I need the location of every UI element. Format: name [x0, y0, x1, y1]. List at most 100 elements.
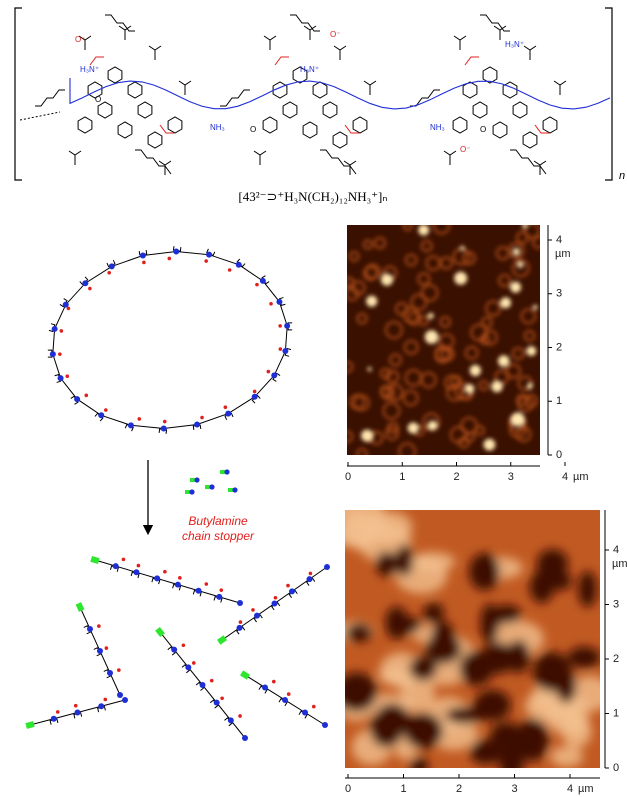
atom-label: NH₃	[210, 123, 225, 132]
pore	[345, 624, 372, 643]
carboxylate	[200, 416, 204, 420]
x-unit: µm	[573, 471, 589, 483]
amine-end	[237, 600, 243, 606]
tert-butyl	[304, 26, 316, 40]
formula: [43²⁻⊃⁺H₃N(CH₂)₁₂NH₃⁺]ₙ	[238, 189, 387, 204]
figure: n [43²⁻⊃⁺H₃N(CH₂)₁₂NH₃⁺]ₙ H₃N⁺NH₃OO⁻H₃N⁺…	[0, 0, 627, 797]
y-tick-label: 1	[556, 395, 562, 407]
amine-end	[232, 487, 237, 492]
ring	[138, 102, 152, 118]
pore	[409, 656, 437, 681]
carboxylate	[90, 57, 174, 133]
carboxylate	[67, 307, 71, 311]
chain	[105, 15, 135, 31]
afm-panels: 01234µm01234µm01234µm01234µm	[332, 218, 627, 795]
x-tick-label: 3	[511, 783, 517, 795]
ring	[108, 67, 122, 83]
carboxylate	[274, 596, 278, 600]
reagent-label: chain stopper	[182, 529, 255, 543]
carboxylate	[56, 710, 60, 714]
bright-spot	[513, 248, 520, 255]
carboxylate	[219, 588, 223, 592]
tert-butyl	[254, 151, 266, 165]
chain	[290, 15, 320, 31]
amine-end	[171, 647, 177, 653]
amine-end	[97, 648, 103, 654]
pore	[393, 617, 421, 634]
bright-spot	[470, 365, 481, 376]
carboxylate	[163, 420, 167, 424]
ring	[303, 122, 317, 138]
atom-label: O⁻	[330, 30, 340, 39]
carboxylate	[58, 352, 62, 356]
amine-end	[254, 613, 260, 619]
diammonium-chain	[70, 78, 610, 109]
carboxylate	[272, 680, 276, 684]
tert-butyl	[159, 161, 171, 175]
amine-end	[75, 710, 81, 716]
amine-end	[185, 664, 191, 670]
ring	[513, 102, 527, 118]
y-tick-label: 4	[613, 544, 619, 556]
y-tick-label: 2	[613, 653, 619, 665]
carboxylate	[278, 324, 282, 328]
x-tick-label: 1	[399, 471, 405, 483]
chain	[410, 90, 440, 106]
atom-label: O⁻	[75, 35, 85, 44]
pore	[556, 670, 577, 703]
amine-end	[224, 469, 229, 474]
ring	[333, 132, 347, 148]
amine-end	[284, 323, 290, 329]
amine-end	[189, 489, 194, 494]
bright-spot	[510, 282, 521, 293]
tert-butyl	[554, 81, 566, 95]
carboxylate	[137, 417, 141, 421]
amine-end	[82, 280, 88, 286]
atom-label: H₃N⁺	[80, 65, 99, 74]
carboxylate	[251, 608, 255, 612]
amine-end	[225, 411, 231, 417]
carboxylate	[239, 620, 243, 624]
tert-butyl	[444, 151, 456, 165]
amine-end	[324, 564, 330, 570]
ring	[353, 117, 367, 133]
bright-spot	[517, 262, 523, 268]
pore	[578, 571, 597, 608]
ring	[283, 102, 297, 118]
tert-butyl	[179, 81, 191, 95]
amine-end	[133, 569, 139, 575]
ring	[523, 132, 537, 148]
carboxylate	[279, 347, 283, 351]
carboxylate	[205, 582, 209, 586]
carboxylate	[182, 643, 186, 647]
atom-label: H₃N⁺	[300, 65, 319, 74]
stopper	[220, 470, 225, 474]
stopper	[217, 635, 227, 644]
amine-end	[98, 412, 104, 418]
x-tick-label: 4	[562, 471, 568, 483]
tert-butyl	[334, 46, 346, 60]
bright-spot	[408, 422, 419, 433]
amine-end	[302, 710, 308, 716]
carboxylate	[105, 646, 109, 650]
x-tick-label: 0	[345, 471, 351, 483]
amine-end	[173, 249, 179, 255]
carboxylate	[309, 572, 313, 576]
stopper	[90, 556, 99, 564]
x-tick-label: 4	[567, 783, 573, 795]
y-tick-label: 2	[556, 341, 562, 353]
ring	[323, 102, 337, 118]
polymer-end	[20, 112, 60, 120]
ring	[128, 82, 142, 98]
carboxylate	[107, 271, 111, 275]
stopper	[25, 721, 34, 729]
ring	[543, 117, 557, 133]
bright-spot	[418, 224, 429, 235]
carboxylate	[253, 390, 257, 394]
tert-butyl	[454, 36, 466, 50]
scheme: Butylamine chain stopper	[25, 246, 330, 741]
tert-butyl	[264, 36, 276, 50]
carboxylate	[168, 257, 172, 261]
bright-spot	[367, 367, 371, 371]
bright-spot	[500, 297, 511, 308]
